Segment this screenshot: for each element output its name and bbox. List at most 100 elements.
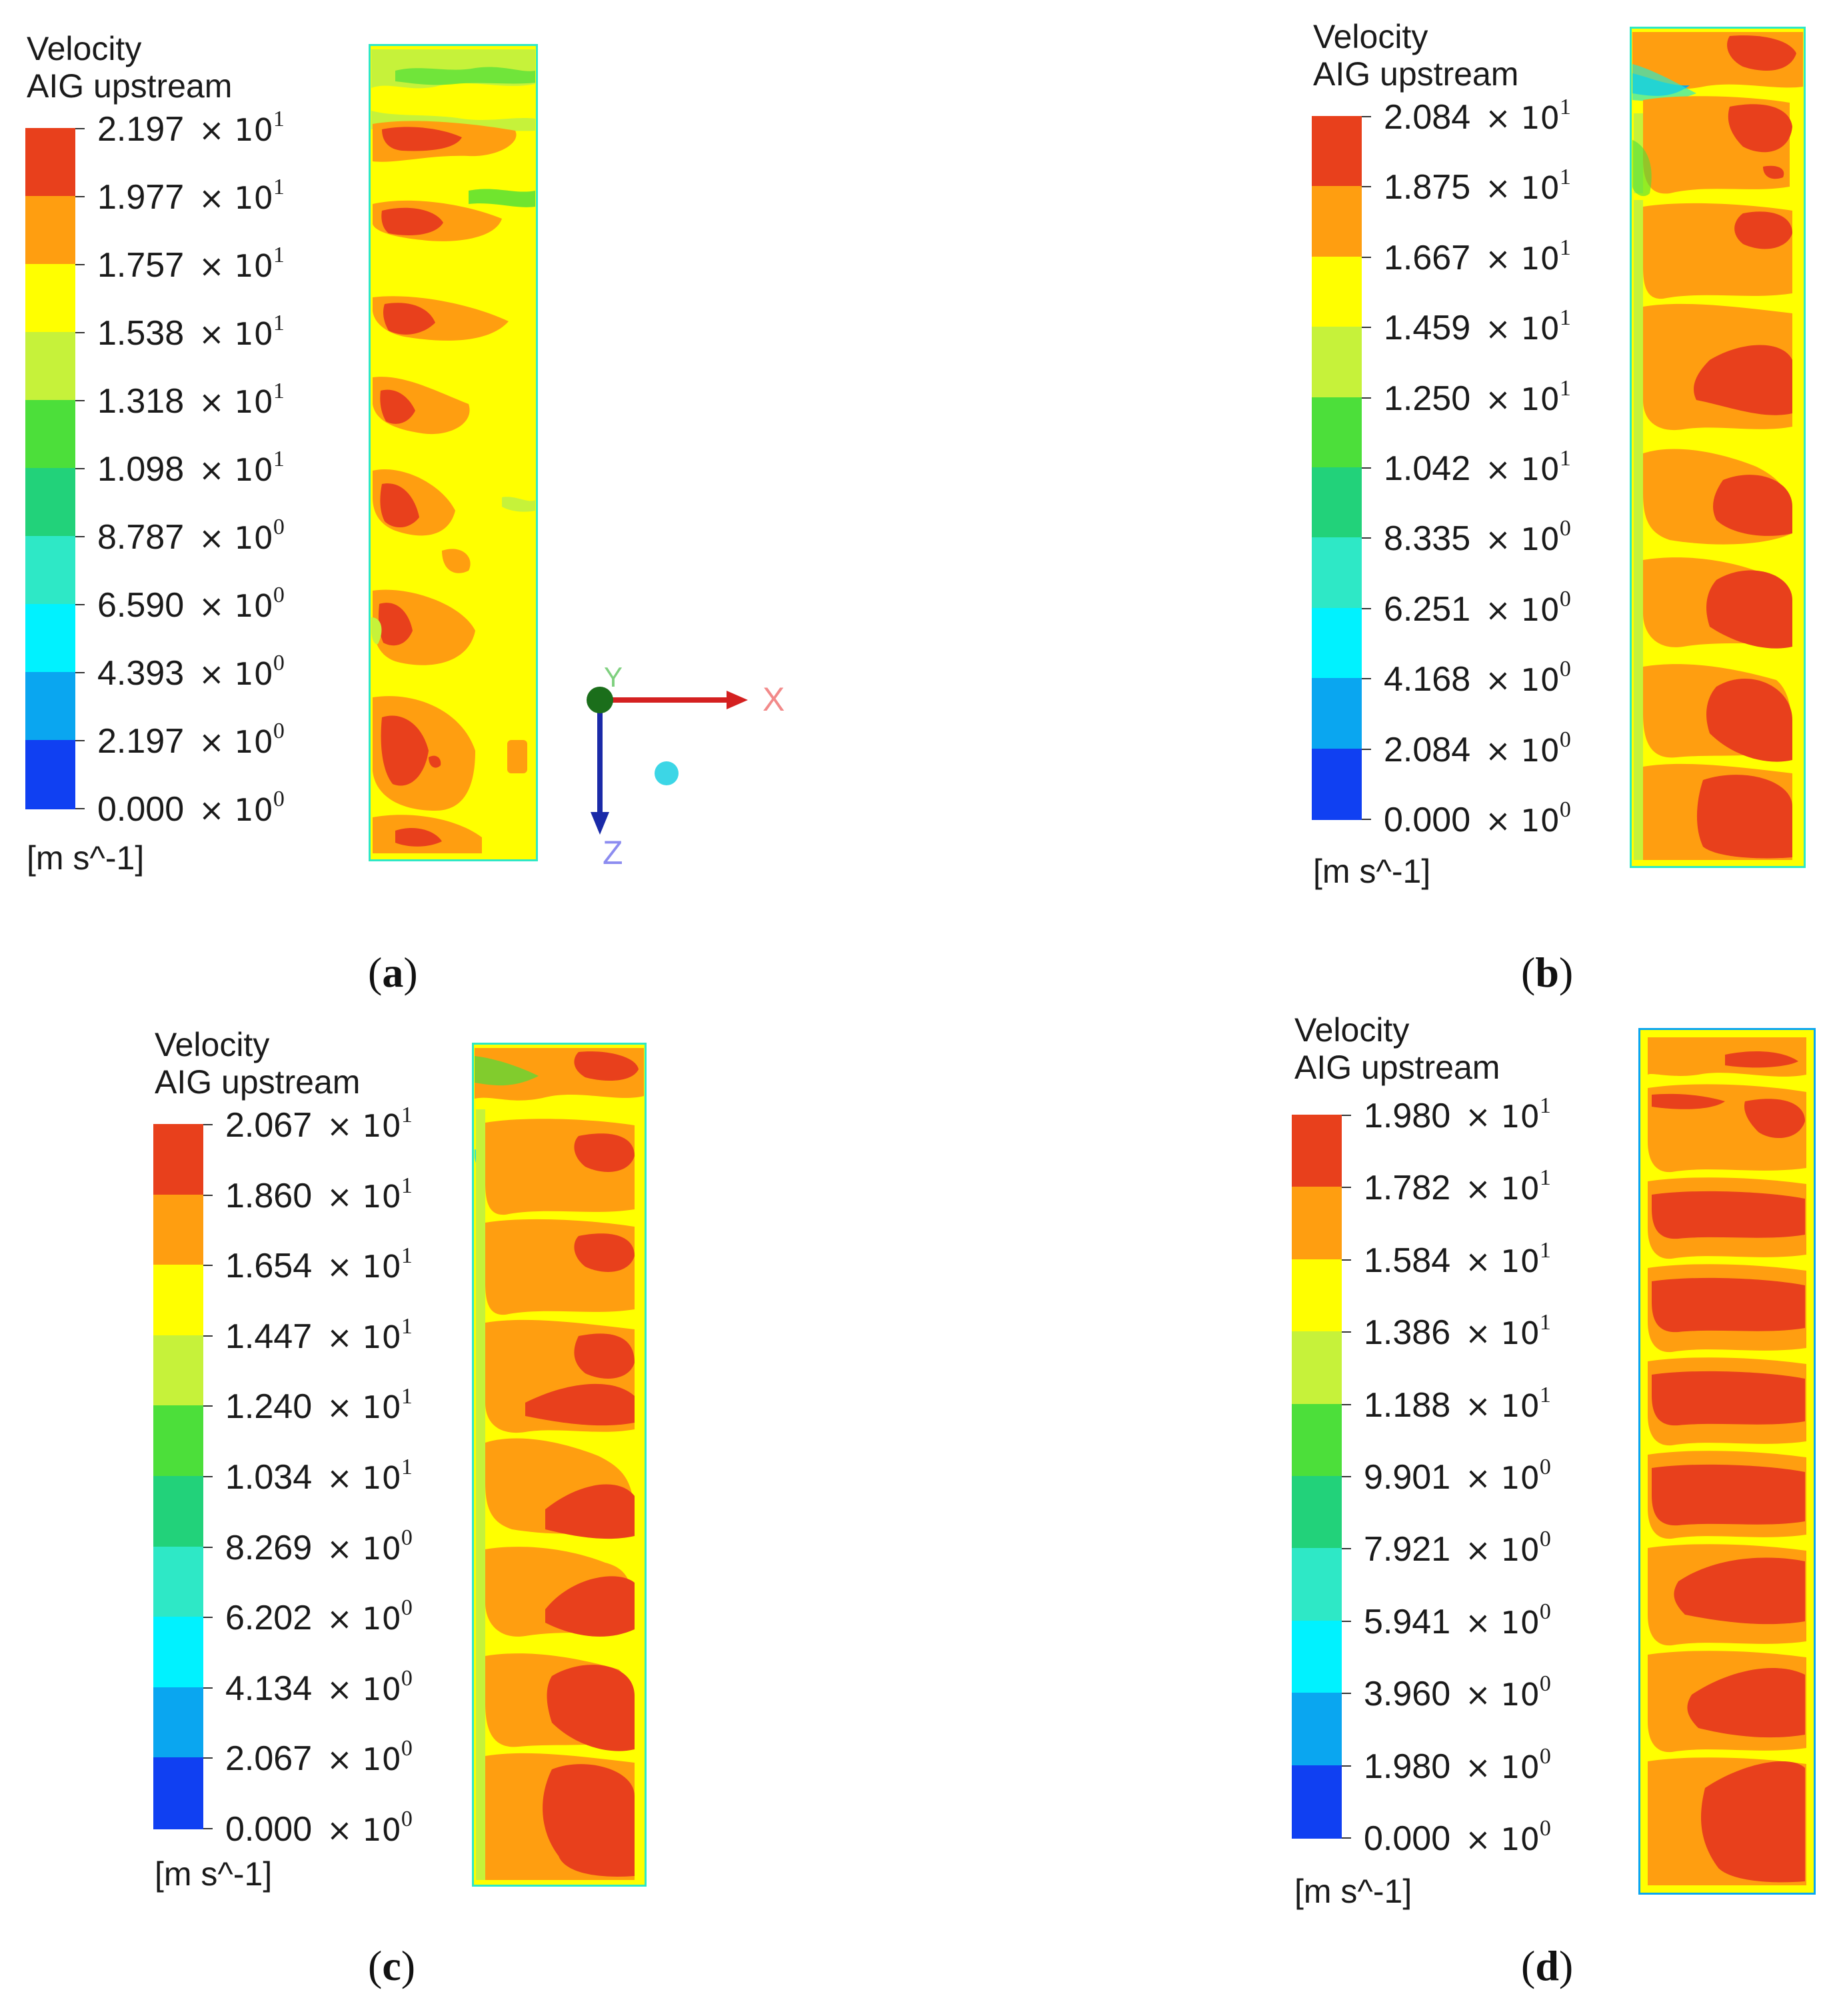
color-bar-segment xyxy=(1292,1259,1342,1333)
color-bar-segment xyxy=(153,1335,203,1407)
tick-exponent: 1 xyxy=(1559,165,1571,190)
view-sphere xyxy=(655,761,679,785)
tick-exponent: 1 xyxy=(273,311,285,335)
caption-d: (d) xyxy=(1521,1942,1574,1989)
tick-mantissa: 8.335 xyxy=(1384,519,1471,559)
tick-exponent: 0 xyxy=(1539,1743,1551,1769)
color-bar-tick xyxy=(1362,819,1371,820)
tick-mantissa: 2.084 xyxy=(1384,98,1471,137)
tick-mantissa: 8.787 xyxy=(97,518,185,557)
legend-units: [m s^-1] xyxy=(27,839,145,877)
velocity-contour-field xyxy=(369,44,538,861)
legend-subtitle: AIG upstream xyxy=(1313,55,1519,93)
color-bar xyxy=(25,128,75,810)
tick-exponent: 1 xyxy=(273,243,285,267)
caption-b: (b) xyxy=(1521,949,1574,996)
color-bar-tick xyxy=(75,196,85,197)
tick-exponent: 1 xyxy=(273,447,285,471)
z-axis-label: Z xyxy=(603,834,623,871)
color-bar-tick-label: 1.034 × 101 xyxy=(225,1455,413,1497)
color-bar-tick xyxy=(75,128,85,129)
legend-subtitle: AIG upstream xyxy=(1294,1049,1500,1086)
color-bar-tick xyxy=(75,672,85,673)
color-bar-segment xyxy=(1292,1693,1342,1767)
color-bar-segment xyxy=(1312,748,1362,821)
tick-exponent: 1 xyxy=(1539,1382,1551,1407)
tick-mantissa: 2.067 xyxy=(225,1106,313,1145)
color-bar-tick-label: 4.393 × 100 xyxy=(97,651,285,693)
panel-a: Velocity AIG upstream [m s^-1] xyxy=(0,0,913,996)
color-bar-tick xyxy=(1342,1331,1351,1333)
x-axis-label: X xyxy=(763,681,785,718)
color-bar-segment xyxy=(1292,1187,1342,1261)
tick-exponent: 0 xyxy=(273,787,285,811)
color-bar-tick-label: 0.000 × 100 xyxy=(1384,797,1571,839)
color-bar-tick-label: 1.447 × 101 xyxy=(225,1313,413,1356)
tick-mantissa: 3.960 xyxy=(1364,1675,1451,1714)
tick-exponent: 1 xyxy=(401,1384,413,1409)
color-bar-segment xyxy=(1292,1476,1342,1550)
color-bar-tick-label: 1.875 × 101 xyxy=(1384,165,1571,207)
tick-mantissa: 1.757 xyxy=(97,246,185,285)
color-bar-tick xyxy=(1362,186,1371,188)
tick-mantissa: 0.000 xyxy=(1364,1819,1451,1858)
tick-mantissa: 0.000 xyxy=(225,1810,313,1849)
tick-exponent: 0 xyxy=(1539,1599,1551,1624)
legend-title: Velocity xyxy=(1313,18,1428,55)
color-bar-tick-label: 4.134 × 100 xyxy=(225,1665,413,1708)
tick-exponent: 1 xyxy=(273,379,285,403)
color-bar-tick-label: 1.782 × 101 xyxy=(1364,1165,1551,1208)
legend-units: [m s^-1] xyxy=(155,1855,273,1893)
tick-mantissa: 1.447 xyxy=(225,1317,313,1356)
axes-triad: Y X Z xyxy=(587,667,785,871)
color-bar-segment xyxy=(153,1265,203,1337)
y-axis-label: Y xyxy=(604,667,623,693)
color-bar-segment xyxy=(1292,1620,1342,1695)
tick-exponent: 0 xyxy=(401,1595,413,1621)
color-bar-tick xyxy=(203,1757,213,1759)
tick-mantissa: 1.538 xyxy=(97,314,185,353)
tick-exponent: 0 xyxy=(1559,657,1571,682)
color-bar-tick xyxy=(1342,1403,1351,1405)
tick-exponent: 1 xyxy=(1539,1093,1551,1118)
color-bar-tick xyxy=(1342,1187,1351,1189)
tick-exponent: 1 xyxy=(401,1103,413,1127)
tick-mantissa: 1.098 xyxy=(97,450,185,489)
color-bar xyxy=(1292,1115,1342,1839)
color-bar-segment xyxy=(153,1687,203,1759)
color-bar-tick-label: 0.000 × 100 xyxy=(1364,1816,1551,1858)
legend-units: [m s^-1] xyxy=(1294,1873,1412,1910)
tick-exponent: 0 xyxy=(1539,1816,1551,1841)
color-bar-segment xyxy=(1292,1331,1342,1405)
color-bar-tick-label: 6.590 × 100 xyxy=(97,583,285,625)
color-bar-tick xyxy=(1342,1548,1351,1550)
tick-mantissa: 6.202 xyxy=(225,1599,313,1638)
y-axis-origin xyxy=(587,687,613,713)
tick-exponent: 0 xyxy=(273,719,285,743)
velocity-contour-field xyxy=(472,1043,647,1887)
color-bar xyxy=(153,1124,203,1830)
color-bar-segment xyxy=(25,740,75,810)
tick-exponent: 0 xyxy=(401,1665,413,1691)
color-bar-segment xyxy=(25,468,75,538)
color-bar-tick xyxy=(203,1546,213,1548)
color-bar-segment xyxy=(25,128,75,198)
color-bar-segment xyxy=(1292,1765,1342,1839)
tick-mantissa: 4.134 xyxy=(225,1669,313,1708)
tick-mantissa: 0.000 xyxy=(1384,801,1471,839)
color-bar-tick xyxy=(1342,1693,1351,1695)
tick-mantissa: 1.980 xyxy=(1364,1747,1451,1786)
tick-exponent: 0 xyxy=(1559,516,1571,541)
color-bar-tick-label: 3.960 × 100 xyxy=(1364,1671,1551,1714)
color-bar-segment xyxy=(153,1617,203,1689)
tick-exponent: 1 xyxy=(401,1313,413,1339)
color-bar-tick-label: 2.067 × 100 xyxy=(225,1736,413,1779)
tick-mantissa: 1.980 xyxy=(1364,1097,1451,1135)
color-bar-segment xyxy=(153,1476,203,1548)
color-bar-segment xyxy=(1312,186,1362,258)
color-bar-tick xyxy=(203,1265,213,1267)
color-bar-segment xyxy=(25,332,75,402)
tick-mantissa: 1.782 xyxy=(1364,1169,1451,1208)
color-bar-segment xyxy=(153,1546,203,1619)
tick-mantissa: 0.000 xyxy=(97,790,185,829)
